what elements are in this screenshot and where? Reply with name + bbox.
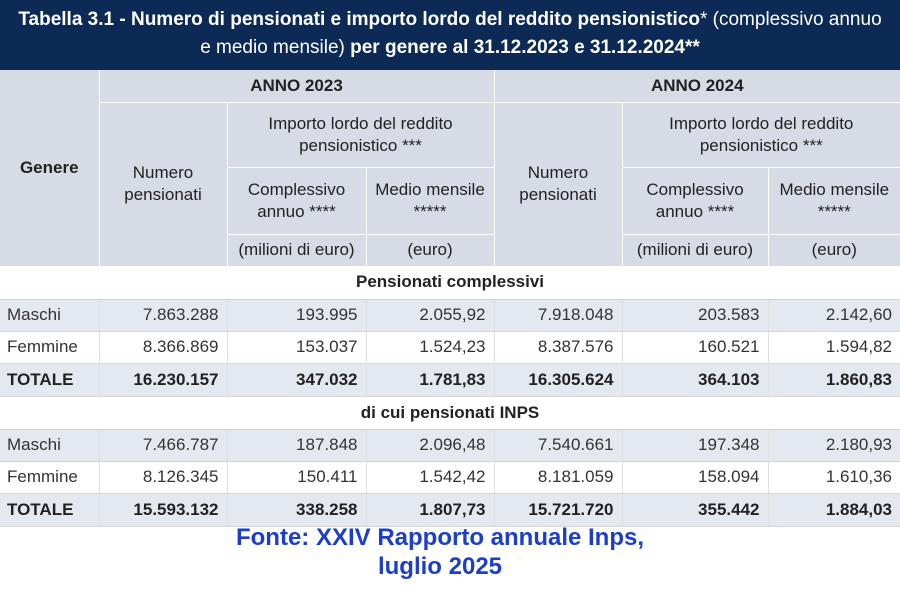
row-label: Femmine [0,461,99,494]
source-note: Fonte: XXIV Rapporto annuale Inps, lugli… [0,523,880,581]
cell-medio-2024: 2.180,93 [767,429,900,462]
cell-complessivo-2024: 203.583 [621,299,768,332]
cell-numero-2023: 8.126.345 [98,461,227,494]
cell-numero-2024: 16.305.624 [493,363,622,397]
table-row-total: TOTALE 16.230.157 347.032 1.781,83 16.30… [0,363,900,397]
header-genere: Genere [0,70,99,266]
cell-numero-2023: 7.863.288 [98,299,227,332]
header-importo-2023: Importo lordo del reddito pensionistico … [226,102,494,168]
header-medio-2024: Medio mensile ***** [767,167,900,235]
table-row: Femmine 8.126.345 150.411 1.542,42 8.181… [0,461,900,494]
table-title-line-2: e medio mensile) per genere al 31.12.202… [0,34,900,62]
cell-medio-2023: 1.542,42 [365,461,494,494]
cell-numero-2024: 8.181.059 [493,461,622,494]
cell-medio-2024: 1.884,03 [767,493,900,527]
header-unit-milioni-2023: (milioni di euro) [226,234,366,266]
header-anno-2023: ANNO 2023 [98,70,494,103]
cell-complessivo-2024: 364.103 [621,363,768,397]
cell-numero-2023: 15.593.132 [98,493,227,527]
cell-medio-2024: 1.610,36 [767,461,900,494]
cell-numero-2023: 8.366.869 [98,331,227,364]
header-complessivo-2023: Complessivo annuo **** [226,167,366,235]
header-unit-milioni-2024: (milioni di euro) [621,234,768,266]
cell-medio-2023: 2.055,92 [365,299,494,332]
header-complessivo-2024: Complessivo annuo **** [621,167,768,235]
cell-complessivo-2024: 158.094 [621,461,768,494]
source-line-2: luglio 2025 [377,553,503,580]
row-label: Femmine [0,331,99,364]
cell-medio-2024: 2.142,60 [767,299,900,332]
cell-medio-2023: 1.781,83 [365,363,494,397]
section-title-inps: di cui pensionati INPS [0,396,900,430]
table-row: Femmine 8.366.869 153.037 1.524,23 8.387… [0,331,900,364]
header-importo-2024: Importo lordo del reddito pensionistico … [621,102,900,168]
cell-numero-2023: 7.466.787 [98,429,227,462]
cell-complessivo-2024: 160.521 [621,331,768,364]
cell-numero-2024: 8.387.576 [493,331,622,364]
cell-complessivo-2023: 153.037 [226,331,366,364]
table-title-asterisk: * [699,9,708,30]
row-label: TOTALE [0,363,99,397]
header-anno-2024: ANNO 2024 [493,70,900,103]
cell-medio-2023: 1.807,73 [365,493,494,527]
row-label: TOTALE [0,493,99,527]
cell-numero-2024: 7.918.048 [493,299,622,332]
header-numero-pensionati-2024: Numero pensionati [493,102,622,266]
table-title-line2-b: per genere al 31.12.2023 e 31.12.2024** [344,37,700,58]
cell-medio-2023: 1.524,23 [365,331,494,364]
cell-medio-2023: 2.096,48 [365,429,494,462]
cell-numero-2024: 7.540.661 [493,429,622,462]
header-numero-pensionati-2023: Numero pensionati [98,102,227,266]
table-title-line-1: Tabella 3.1 - Numero di pensionati e imp… [0,6,900,34]
row-label: Maschi [0,429,99,462]
pension-table: Genere ANNO 2023 ANNO 2024 Numero pensio… [0,70,900,527]
cell-complessivo-2023: 150.411 [226,461,366,494]
table-title-line2-a: e medio mensile) [200,37,345,58]
cell-complessivo-2024: 197.348 [621,429,768,462]
header-medio-2023: Medio mensile ***** [365,167,494,235]
table-row-total: TOTALE 15.593.132 338.258 1.807,73 15.72… [0,493,900,527]
table-title-paren: (complessivo annuo [707,9,882,30]
table-title-label: Tabella 3.1 - Numero di pensionati e imp… [18,9,700,30]
row-label: Maschi [0,299,99,332]
table-row: Maschi 7.466.787 187.848 2.096,48 7.540.… [0,429,900,462]
section-title-complessivi: Pensionati complessivi [0,266,900,300]
cell-numero-2024: 15.721.720 [493,493,622,527]
cell-complessivo-2023: 338.258 [226,493,366,527]
cell-numero-2023: 16.230.157 [98,363,227,397]
cell-medio-2024: 1.860,83 [767,363,900,397]
cell-complessivo-2024: 355.442 [621,493,768,527]
source-line-1: Fonte: XXIV Rapporto annuale Inps, [235,524,645,551]
header-unit-euro-2024: (euro) [767,234,900,266]
cell-complessivo-2023: 187.848 [226,429,366,462]
table-title: Tabella 3.1 - Numero di pensionati e imp… [0,0,900,70]
cell-complessivo-2023: 193.995 [226,299,366,332]
cell-medio-2024: 1.594,82 [767,331,900,364]
table-row: Maschi 7.863.288 193.995 2.055,92 7.918.… [0,299,900,332]
cell-complessivo-2023: 347.032 [226,363,366,397]
header-unit-euro-2023: (euro) [365,234,494,266]
